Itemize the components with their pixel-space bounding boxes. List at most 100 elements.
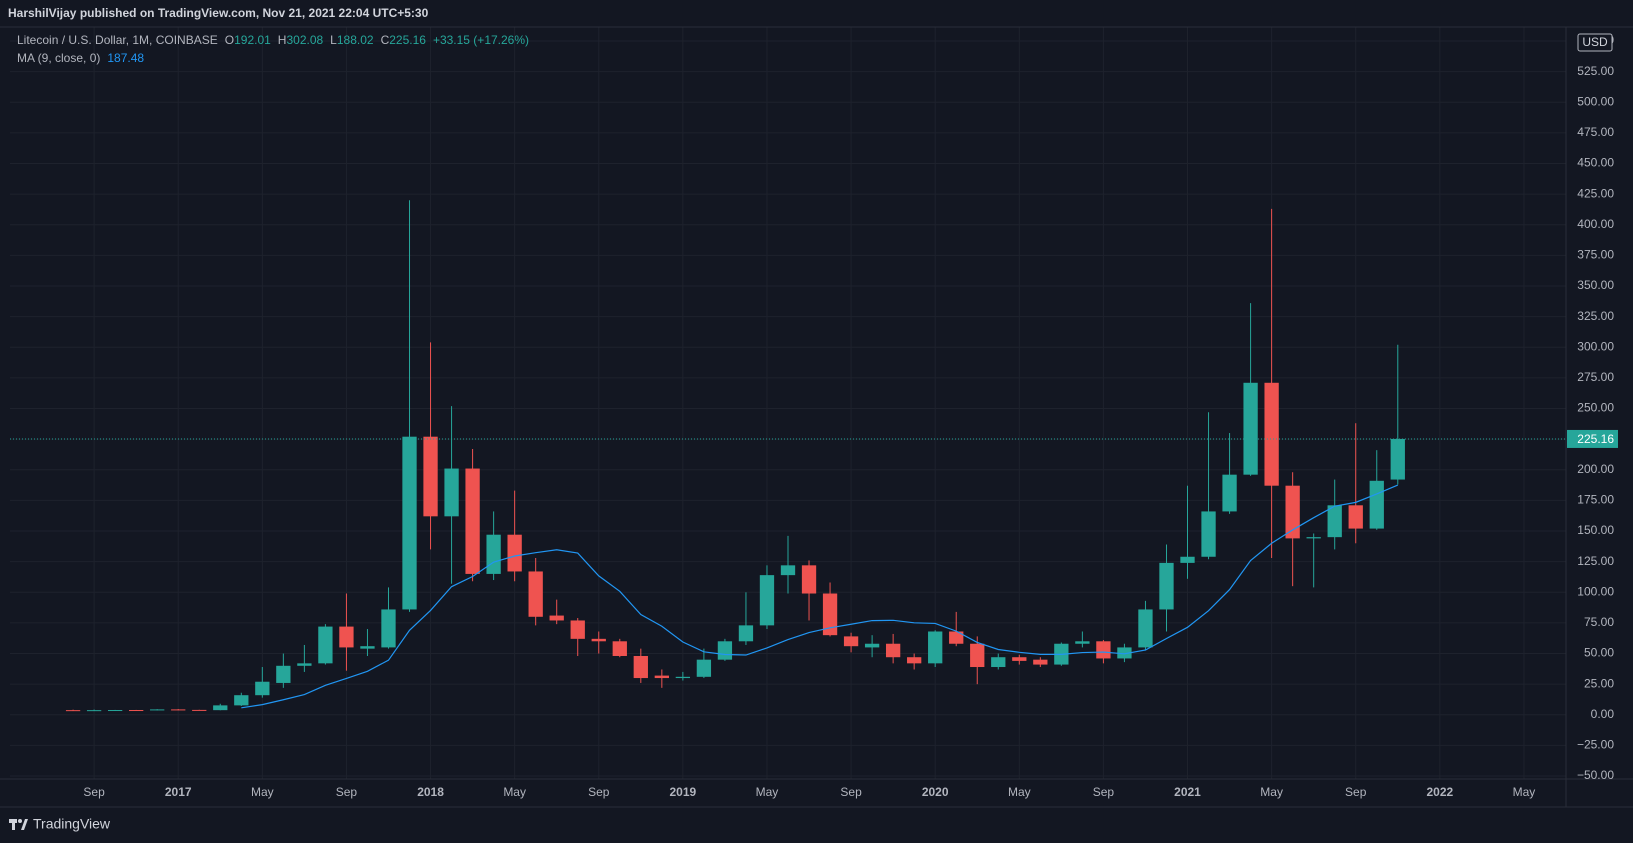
candle-body [654,675,669,679]
x-tick-label: May [251,785,274,799]
y-tick-label: 75.00 [1584,615,1614,629]
candle-body [297,663,312,666]
y-tick-label: 0.00 [1591,707,1615,721]
legend-ma: MA (9, close, 0) 187.48 [17,51,144,65]
open-value: 192.01 [234,33,271,47]
y-tick-label: 400.00 [1577,217,1614,231]
symbol: Litecoin / U.S. Dollar, 1M, COINBASE [17,33,218,47]
candle-body [234,695,249,706]
candle-body [444,468,459,517]
candle-body [780,565,796,576]
candle-body [1033,659,1048,665]
candle-body [465,468,480,574]
candle-body [633,655,648,679]
candle-body [591,638,606,642]
x-tick-label: 2022 [1426,785,1453,799]
x-tick-label: Sep [1345,785,1367,799]
candle-body [1096,641,1111,659]
x-tick-label: 2017 [165,785,192,799]
low-value: 188.02 [336,33,374,47]
y-tick-label: 275.00 [1577,370,1614,384]
candle-body [318,626,333,664]
y-tick-label: −25.00 [1577,738,1614,752]
close-value: 225.16 [389,33,426,47]
y-tick-label: 500.00 [1577,94,1614,108]
candle-body [1180,556,1195,563]
y-tick-label: 425.00 [1577,186,1614,200]
x-tick-label: 2020 [922,785,949,799]
ohlc-label: H [277,33,287,47]
candle-body [1390,438,1405,480]
x-tick-label: 2018 [417,785,444,799]
candle-body [1075,641,1090,644]
candle-body [276,665,291,683]
candle-body [107,710,123,712]
y-tick-label: 325.00 [1577,309,1614,323]
candle-body [1327,505,1342,538]
candle-body [612,641,627,656]
candle-body [507,534,522,572]
candle-body [738,625,754,642]
candle-body [150,709,165,711]
price-label-box [1567,429,1618,448]
high-value: 302.08 [286,33,324,47]
x-tick-label: May [1260,785,1283,799]
candle-body [1222,474,1237,512]
candle-body [192,709,207,711]
candle-body [213,705,228,711]
candle-body [65,710,81,712]
candle-body [717,641,733,660]
brand: TradingView [33,816,111,832]
candle-body [1264,382,1279,486]
plot [65,200,1405,712]
candle-body [928,631,943,664]
ohlc-label: L [330,33,337,47]
y-tick-label: 350.00 [1577,278,1614,292]
candle-body [864,643,880,648]
x-tick-label: May [1513,785,1536,799]
candle-body [1138,609,1153,648]
candle-body [759,575,775,626]
candle-body [1012,657,1027,661]
currency: USD [1582,35,1608,49]
candle-body [486,534,501,574]
candle-body [801,565,817,594]
candle-body [339,626,354,648]
candle-body [970,643,985,668]
ma-value: 187.48 [107,51,145,65]
candle-body [885,643,901,658]
legend-main: Litecoin / U.S. Dollar, 1M, COINBASE O192… [17,33,529,47]
candle-body [991,657,1006,668]
candle-body [129,710,144,712]
candle-body [949,631,964,644]
published-note: HarshilVijay published on TradingView.co… [8,6,429,20]
y-tick-label: 25.00 [1584,676,1614,690]
y-tick-label: −50.00 [1577,768,1614,782]
candle-body [1201,511,1216,557]
x-tick-label: Sep [83,785,105,799]
candle-body [1159,562,1174,610]
candle-body [1348,505,1363,529]
x-tick-label: May [503,785,526,799]
change-value: +33.15 (+17.26%) [432,33,530,47]
candle-body [86,710,102,712]
price-label: 225.16 [1577,432,1614,446]
ma-name: MA (9, close, 0) [17,51,101,65]
candle-body [907,657,922,664]
ohlc-label: O [224,33,235,47]
ohlc-label: C [380,33,390,47]
y-tick-label: 175.00 [1577,493,1614,507]
currency-box [1577,33,1613,52]
y-tick-label: 100.00 [1577,584,1614,598]
candle-body [360,646,375,649]
x-tick-label: 2021 [1174,785,1201,799]
ma-line [241,484,1399,709]
x-tick-label: Sep [588,785,610,799]
candle-body [549,615,564,621]
candle-body [696,659,712,677]
y-tick-label: 125.00 [1577,554,1614,568]
candle-body [423,436,438,517]
candle-body [255,681,270,696]
